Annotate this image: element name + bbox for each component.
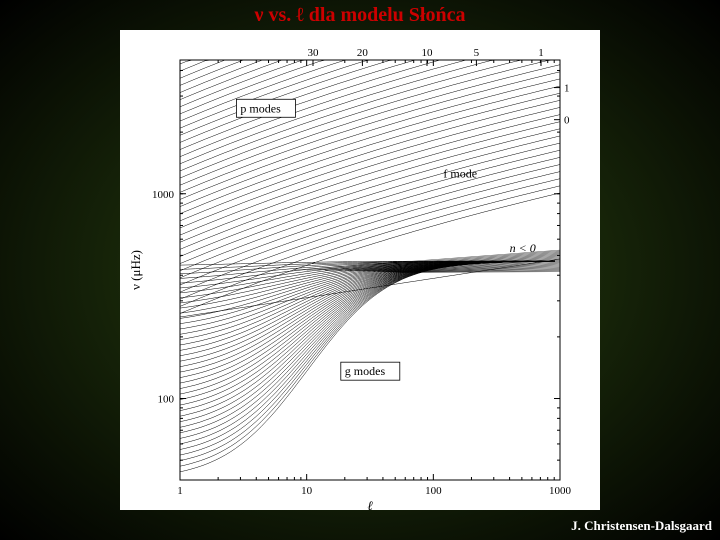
svg-text:1: 1	[564, 83, 570, 95]
svg-text:ν (μHz): ν (μHz)	[128, 250, 143, 290]
chart-svg: 110100100010010003020105101ℓν (μHz)p mod…	[120, 30, 600, 510]
svg-text:1: 1	[177, 485, 183, 497]
svg-text:10: 10	[301, 485, 313, 497]
svg-text:n < 0: n < 0	[510, 241, 536, 255]
svg-text:10: 10	[422, 47, 434, 59]
svg-text:f mode: f mode	[443, 167, 477, 181]
svg-text:5: 5	[474, 47, 480, 59]
svg-text:p modes: p modes	[240, 101, 281, 115]
title-connector: vs.	[263, 4, 296, 26]
svg-text:g modes: g modes	[345, 364, 386, 378]
svg-text:1000: 1000	[549, 485, 572, 497]
title-suffix: dla modelu Słońca	[304, 4, 466, 26]
svg-text:100: 100	[425, 485, 442, 497]
credit-text: J. Christensen-Dalsgaard	[571, 518, 712, 534]
svg-text:30: 30	[308, 47, 320, 59]
title-ell: ℓ	[296, 4, 304, 26]
chart-container: 110100100010010003020105101ℓν (μHz)p mod…	[120, 30, 600, 510]
svg-text:ℓ: ℓ	[367, 498, 373, 510]
svg-text:1000: 1000	[152, 189, 175, 201]
page-title: ν vs. ℓ dla modelu Słońca	[0, 4, 720, 27]
svg-text:100: 100	[158, 394, 175, 406]
credit-label: J. Christensen-Dalsgaard	[571, 518, 712, 533]
svg-text:0: 0	[564, 115, 570, 127]
svg-text:1: 1	[538, 47, 544, 59]
svg-text:20: 20	[357, 47, 369, 59]
